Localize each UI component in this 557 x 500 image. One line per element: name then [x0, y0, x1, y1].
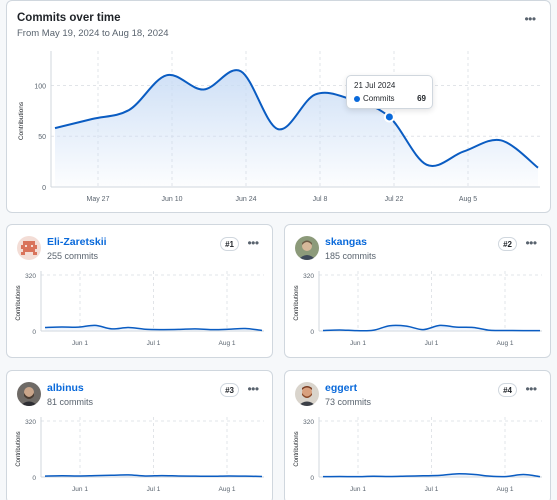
x-tick-label: Jul 1 — [147, 486, 161, 493]
user-photo-avatar — [295, 382, 319, 406]
kebab-horizontal-icon[interactable]: ••• — [525, 382, 537, 396]
series-line — [322, 324, 541, 332]
contributor-commit-count: 185 commits — [325, 251, 377, 261]
contributor-name[interactable]: skangas — [325, 236, 368, 248]
y-axis-label: Contributions — [294, 285, 300, 320]
contributor-name[interactable]: eggert — [325, 382, 358, 394]
y-tick-label: 50 — [38, 134, 46, 141]
x-tick-label: Aug 1 — [497, 340, 514, 347]
kebab-horizontal-icon[interactable]: ••• — [247, 382, 259, 396]
contributor-commit-count: 81 commits — [47, 397, 94, 407]
x-tick-label: Aug 1 — [497, 486, 514, 493]
series-line — [44, 324, 263, 332]
tooltip-date: 21 Jul 2024 — [354, 81, 396, 90]
avatar[interactable] — [17, 382, 41, 406]
y-axis-label: Contributions — [18, 101, 25, 140]
contributor-chart: 0 320 Jun 1 Jul 1 Aug 1 Contributions — [294, 271, 542, 347]
x-tick-label: Jul 8 — [313, 196, 328, 203]
contributor-commit-count: 73 commits — [325, 397, 372, 407]
x-tick-label: Aug 5 — [459, 196, 477, 203]
contributor-card: skangas 185 commits #2 ••• 0 320 Jun 1 Jul … — [284, 224, 551, 358]
x-tick-label: Jun 1 — [350, 486, 366, 493]
y-tick-label: 0 — [42, 185, 46, 192]
rank-badge: #4 — [498, 383, 517, 397]
series-line — [322, 473, 541, 478]
x-tick-label: Jun 1 — [72, 486, 88, 493]
avatar[interactable] — [295, 382, 319, 406]
x-tick-label: Jul 1 — [147, 340, 161, 347]
x-tick-label: Aug 1 — [219, 340, 236, 347]
y-axis-label: Contributions — [16, 431, 22, 466]
contributor-name[interactable]: Eli-Zaretskii — [47, 236, 107, 248]
contributor-chart: 0 320 Jun 1 Jul 1 Aug 1 Contributions — [16, 417, 264, 493]
commits-chart: 0 50 100 May 27 Jun 10 Jun 24 Jul 8 Jul 22 Aug 5… — [18, 51, 540, 203]
rank-badge: #3 — [220, 383, 239, 397]
kebab-horizontal-icon[interactable]: ••• — [525, 236, 537, 250]
tooltip-series-label: Commits — [363, 94, 395, 103]
tooltip-value: 69 — [417, 94, 426, 103]
y-axis-label: Contributions — [294, 431, 300, 466]
contributor-chart: 0 320 Jun 1 Jul 1 Aug 1 Contributions — [16, 271, 264, 347]
x-tick-label: Aug 1 — [219, 486, 236, 493]
kebab-horizontal-icon[interactable]: ••• — [524, 12, 536, 26]
contributor-name[interactable]: albinus — [47, 382, 84, 394]
x-tick-label: Jul 1 — [425, 340, 439, 347]
series-line — [54, 69, 539, 169]
y-tick-label: 320 — [25, 419, 36, 426]
y-tick-label: 320 — [25, 273, 36, 280]
chart-tooltip: 21 Jul 2024 Commits 69 — [346, 75, 433, 109]
y-tick-label: 0 — [32, 329, 36, 336]
x-tick-label: Jun 10 — [161, 196, 182, 203]
y-tick-label: 100 — [34, 83, 46, 90]
pixel-avatar-icon — [17, 236, 41, 260]
x-tick-label: May 27 — [87, 196, 110, 203]
contributor-card: eggert 73 commits #4 ••• 0 320 Jun 1 Jul 1 A… — [284, 370, 551, 500]
chart-date-range: From May 19, 2024 to Aug 18, 2024 — [17, 28, 169, 39]
y-tick-label: 320 — [303, 419, 314, 426]
rank-badge: #2 — [498, 237, 517, 251]
x-tick-label: Jun 24 — [235, 196, 256, 203]
contributor-card: Eli-Zaretskii 255 commits #1 ••• 0 320 Jun… — [6, 224, 273, 358]
avatar[interactable] — [295, 236, 319, 260]
y-axis-label: Contributions — [16, 285, 22, 320]
series-line — [44, 474, 263, 478]
contributor-card: albinus 81 commits #3 ••• 0 320 Jun 1 Jul 1… — [6, 370, 273, 500]
y-tick-label: 0 — [310, 475, 314, 482]
commits-over-time-card: Commits over time From May 19, 2024 to A… — [6, 0, 551, 213]
tooltip-series-dot — [354, 96, 360, 102]
y-tick-label: 0 — [310, 329, 314, 336]
chart-title: Commits over time — [17, 12, 121, 24]
rank-badge: #1 — [220, 237, 239, 251]
y-tick-label: 320 — [303, 273, 314, 280]
highlight-point — [383, 111, 395, 123]
x-tick-label: Jun 1 — [72, 340, 88, 347]
x-tick-label: Jun 1 — [350, 340, 366, 347]
contributor-commit-count: 255 commits — [47, 251, 99, 261]
avatar[interactable] — [17, 236, 41, 260]
y-tick-label: 0 — [32, 475, 36, 482]
user-photo-avatar — [17, 382, 41, 406]
x-tick-label: Jul 22 — [385, 196, 404, 203]
user-photo-avatar — [295, 236, 319, 260]
contributor-chart: 0 320 Jun 1 Jul 1 Aug 1 Contributions — [294, 417, 542, 493]
x-tick-label: Jul 1 — [425, 486, 439, 493]
kebab-horizontal-icon[interactable]: ••• — [247, 236, 259, 250]
series-area — [55, 70, 538, 187]
